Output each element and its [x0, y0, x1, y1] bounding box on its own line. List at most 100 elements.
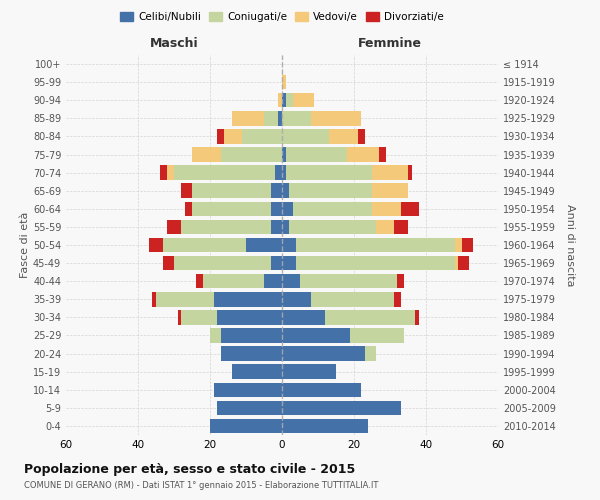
Bar: [196, 274, 203, 288]
Bar: [149, 238, 163, 252]
Text: COMUNE DI GERANO (RM) - Dati ISTAT 1° gennaio 2015 - Elaborazione TUTTITALIA.IT: COMUNE DI GERANO (RM) - Dati ISTAT 1° ge…: [24, 481, 379, 490]
Y-axis label: Anni di nascita: Anni di nascita: [565, 204, 575, 286]
Bar: [160, 166, 167, 180]
Bar: [178, 310, 181, 324]
Bar: [293, 202, 372, 216]
Bar: [271, 256, 282, 270]
Bar: [282, 400, 401, 415]
Bar: [282, 220, 289, 234]
Bar: [311, 292, 394, 306]
Bar: [408, 166, 412, 180]
Bar: [455, 256, 458, 270]
Bar: [271, 220, 282, 234]
Bar: [192, 184, 271, 198]
Bar: [286, 166, 372, 180]
Bar: [282, 274, 300, 288]
Bar: [282, 93, 286, 108]
Bar: [167, 166, 174, 180]
Bar: [282, 292, 311, 306]
Bar: [286, 148, 347, 162]
Bar: [358, 129, 365, 144]
Bar: [217, 310, 282, 324]
Bar: [271, 184, 282, 198]
Bar: [232, 364, 282, 379]
Bar: [296, 238, 455, 252]
Bar: [365, 346, 376, 361]
Bar: [221, 346, 282, 361]
Bar: [203, 274, 264, 288]
Bar: [192, 202, 271, 216]
Bar: [311, 111, 361, 126]
Bar: [217, 129, 224, 144]
Bar: [394, 292, 401, 306]
Bar: [163, 256, 174, 270]
Bar: [271, 202, 282, 216]
Legend: Celibi/Nubili, Coniugati/e, Vedovi/e, Divorziati/e: Celibi/Nubili, Coniugati/e, Vedovi/e, Di…: [116, 8, 448, 26]
Bar: [181, 184, 192, 198]
Bar: [394, 220, 408, 234]
Bar: [282, 346, 365, 361]
Text: Popolazione per età, sesso e stato civile - 2015: Popolazione per età, sesso e stato civil…: [24, 462, 355, 475]
Bar: [282, 148, 286, 162]
Bar: [282, 75, 286, 90]
Text: Maschi: Maschi: [149, 36, 199, 50]
Bar: [221, 148, 282, 162]
Bar: [282, 310, 325, 324]
Bar: [293, 93, 314, 108]
Bar: [282, 256, 296, 270]
Text: Femmine: Femmine: [358, 36, 422, 50]
Bar: [289, 184, 372, 198]
Bar: [282, 184, 289, 198]
Bar: [458, 256, 469, 270]
Bar: [289, 220, 376, 234]
Bar: [275, 166, 282, 180]
Bar: [174, 166, 275, 180]
Bar: [455, 238, 462, 252]
Bar: [296, 256, 455, 270]
Bar: [286, 93, 293, 108]
Bar: [379, 148, 386, 162]
Bar: [282, 418, 368, 433]
Bar: [376, 220, 394, 234]
Bar: [325, 310, 415, 324]
Bar: [156, 292, 214, 306]
Y-axis label: Fasce di età: Fasce di età: [20, 212, 30, 278]
Bar: [350, 328, 404, 342]
Bar: [278, 93, 282, 108]
Bar: [174, 256, 271, 270]
Bar: [217, 400, 282, 415]
Bar: [185, 202, 192, 216]
Bar: [210, 418, 282, 433]
Bar: [264, 111, 278, 126]
Bar: [401, 202, 419, 216]
Bar: [163, 238, 246, 252]
Bar: [282, 202, 293, 216]
Bar: [232, 111, 264, 126]
Bar: [372, 202, 401, 216]
Bar: [264, 274, 282, 288]
Bar: [282, 382, 361, 397]
Bar: [181, 220, 271, 234]
Bar: [282, 364, 336, 379]
Bar: [282, 238, 296, 252]
Bar: [415, 310, 419, 324]
Bar: [397, 274, 404, 288]
Bar: [192, 148, 221, 162]
Bar: [282, 111, 311, 126]
Bar: [372, 166, 408, 180]
Bar: [329, 129, 358, 144]
Bar: [282, 129, 329, 144]
Bar: [242, 129, 282, 144]
Bar: [282, 328, 350, 342]
Bar: [282, 166, 286, 180]
Bar: [462, 238, 473, 252]
Bar: [167, 220, 181, 234]
Bar: [214, 292, 282, 306]
Bar: [372, 184, 408, 198]
Bar: [347, 148, 379, 162]
Bar: [300, 274, 397, 288]
Bar: [210, 328, 221, 342]
Bar: [246, 238, 282, 252]
Bar: [181, 310, 217, 324]
Bar: [221, 328, 282, 342]
